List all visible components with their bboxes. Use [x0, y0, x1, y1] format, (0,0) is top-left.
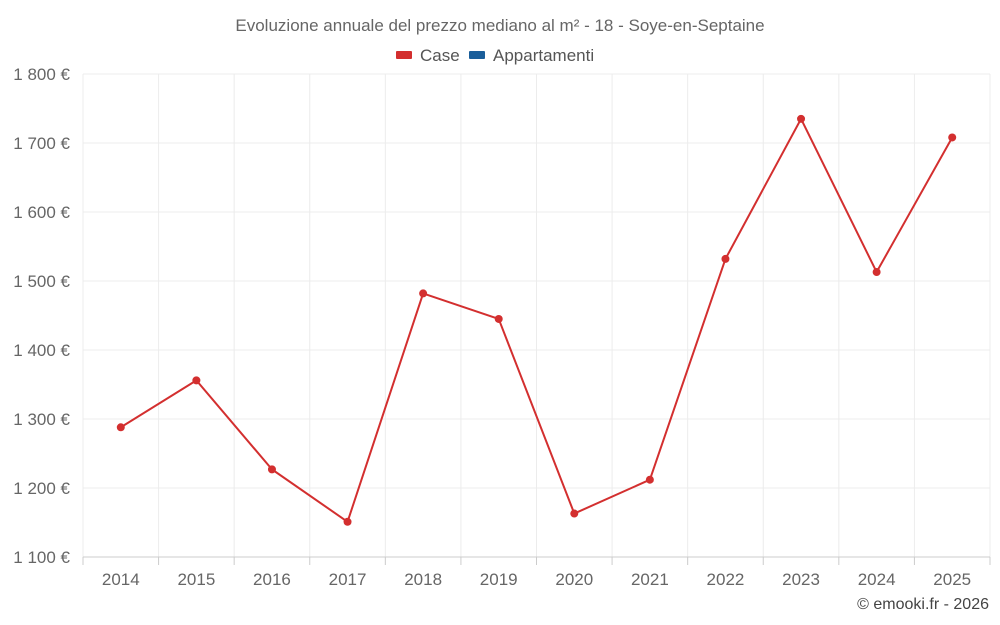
plot-area: 1 100 € 1 200 € 1 300 € 1 400 € 1 500 € 1 600…: [13, 65, 991, 589]
y-tick-label: 1 600 €: [13, 203, 70, 222]
legend-label-case: Case: [420, 46, 460, 65]
y-tick-label: 1 300 €: [13, 410, 70, 429]
y-tick-label: 1 500 €: [13, 272, 70, 291]
x-tick-label: 2014: [102, 570, 140, 589]
x-tick-label: 2015: [177, 570, 215, 589]
x-tick-label: 2019: [480, 570, 518, 589]
data-point-case[interactable]: [721, 254, 730, 263]
x-tick-label: 2021: [631, 570, 669, 589]
x-tick-label: 2024: [858, 570, 896, 589]
chart-title: Evoluzione annuale del prezzo mediano al…: [235, 16, 764, 35]
legend: Case Appartamenti: [396, 46, 594, 65]
legend-item-appartamenti[interactable]: Appartamenti: [469, 46, 594, 65]
data-point-case[interactable]: [192, 376, 201, 385]
data-point-case[interactable]: [116, 423, 125, 432]
x-tick-label: 2025: [933, 570, 971, 589]
data-point-case[interactable]: [419, 289, 428, 298]
x-tick-label: 2018: [404, 570, 442, 589]
data-point-case[interactable]: [645, 475, 654, 484]
x-tick-label: 2022: [707, 570, 745, 589]
y-tick-label: 1 200 €: [13, 479, 70, 498]
x-tick-label: 2017: [329, 570, 367, 589]
data-point-case[interactable]: [570, 509, 579, 518]
legend-label-appartamenti: Appartamenti: [493, 46, 594, 65]
y-tick-label: 1 700 €: [13, 134, 70, 153]
legend-swatch-appartamenti: [469, 51, 485, 59]
y-tick-label: 1 100 €: [13, 548, 70, 567]
data-point-case[interactable]: [797, 114, 806, 123]
data-point-case[interactable]: [948, 133, 957, 142]
x-tick-label: 2016: [253, 570, 291, 589]
credit: © emooki.fr - 2026: [857, 596, 989, 613]
x-tick-label: 2023: [782, 570, 820, 589]
data-point-case[interactable]: [267, 465, 276, 474]
y-tick-label: 1 400 €: [13, 341, 70, 360]
legend-item-case[interactable]: Case: [396, 46, 460, 65]
x-tick-label: 2020: [555, 570, 593, 589]
legend-swatch-case: [396, 51, 412, 59]
y-tick-label: 1 800 €: [13, 65, 70, 84]
data-point-case[interactable]: [343, 517, 352, 526]
data-point-case[interactable]: [494, 314, 503, 323]
data-point-case[interactable]: [872, 268, 881, 277]
series-line-case: [119, 117, 954, 523]
